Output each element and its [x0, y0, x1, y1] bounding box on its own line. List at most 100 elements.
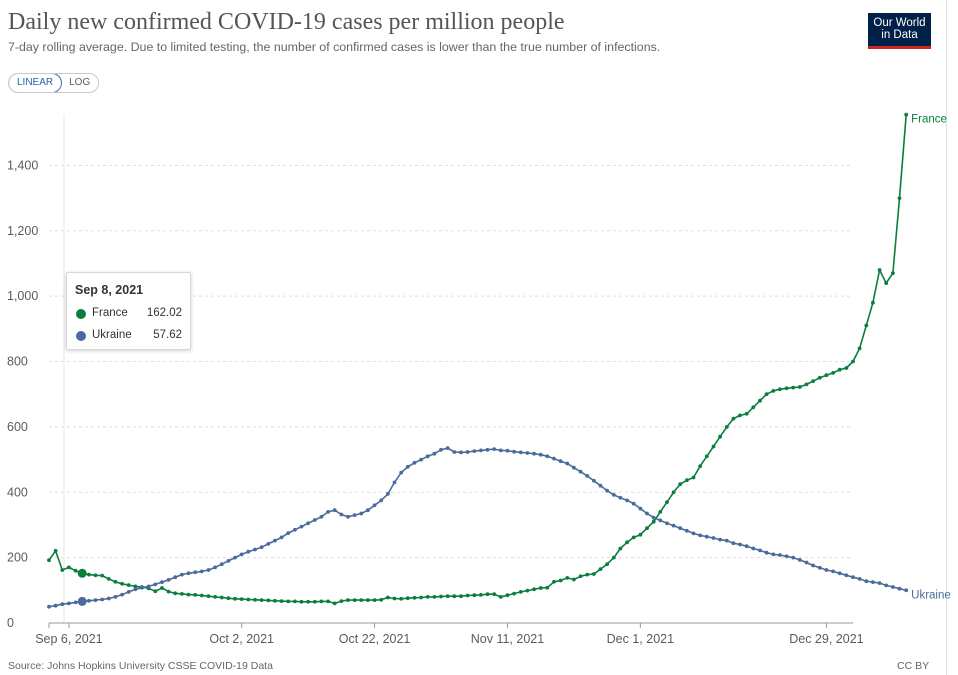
data-point-france [166, 589, 171, 594]
y-tick-label: 200 [7, 551, 28, 565]
data-point-ukraine [638, 506, 643, 511]
data-point-ukraine [412, 460, 417, 465]
log-scale-button[interactable]: LOG [69, 77, 91, 88]
data-point-ukraine [578, 469, 583, 474]
data-point-france [498, 595, 503, 599]
data-point-france [120, 581, 124, 586]
data-point-ukraine [598, 483, 603, 488]
chart-subtitle: 7-day rolling average. Due to limited te… [8, 40, 661, 54]
data-point-ukraine [60, 602, 65, 607]
data-point-france [113, 579, 118, 584]
data-point-ukraine [558, 459, 563, 464]
data-point-france [419, 595, 423, 600]
data-point-ukraine [386, 492, 390, 496]
license-note[interactable]: CC BY [897, 660, 930, 672]
data-point-ukraine [611, 493, 616, 497]
data-point-ukraine [199, 569, 204, 574]
highlight-point-france [77, 568, 87, 578]
data-point-france [452, 594, 457, 599]
series-line-ukraine [48, 447, 907, 608]
tooltip-row-ukraine: Ukraine 57.62 [75, 328, 182, 344]
data-point-ukraine [678, 526, 683, 531]
owid-logo[interactable]: Our World in Data [868, 13, 931, 49]
data-point-france [392, 596, 397, 601]
data-point-france [545, 585, 550, 590]
data-point-ukraine [592, 478, 596, 483]
data-point-france [565, 576, 570, 580]
y-tick-label: 800 [7, 355, 28, 369]
data-point-ukraine [851, 575, 855, 580]
data-point-ukraine [445, 446, 450, 450]
data-point-ukraine [306, 521, 310, 526]
data-point-ukraine [618, 495, 623, 500]
tooltip-series-value: 162.02 [146, 307, 182, 319]
x-tick-label: Oct 22, 2021 [339, 632, 411, 646]
data-point-ukraine [47, 604, 51, 609]
data-point-ukraine [239, 552, 244, 557]
data-point-france [293, 599, 297, 604]
data-point-ukraine [126, 590, 131, 594]
data-point-france [239, 597, 244, 601]
data-point-ukraine [246, 549, 251, 554]
data-point-ukraine [266, 542, 271, 546]
series-end-label: France [911, 114, 947, 126]
data-point-france [671, 490, 676, 495]
highlight-point-ukraine [77, 596, 87, 606]
data-point-france [326, 599, 330, 604]
data-point-ukraine [359, 511, 364, 516]
data-point-ukraine [419, 457, 423, 462]
data-point-france [67, 565, 71, 570]
x-tick-label: Dec 1, 2021 [607, 632, 674, 646]
data-point-france [904, 112, 909, 117]
data-point-france [518, 590, 523, 594]
data-point-ukraine [505, 448, 510, 453]
data-point-ukraine [605, 488, 609, 493]
data-point-france [811, 379, 815, 383]
data-point-ukraine [744, 544, 749, 549]
data-point-france [100, 573, 105, 578]
data-point-ukraine [87, 598, 91, 603]
data-point-ukraine [219, 562, 224, 567]
data-point-france [459, 594, 463, 599]
data-point-france [665, 500, 669, 504]
linear-scale-button[interactable]: LINEAR [9, 74, 63, 92]
x-tick-label: Sep 6, 2021 [35, 632, 102, 646]
tooltip-series-value: 57.62 [153, 329, 182, 341]
data-point-ukraine [492, 447, 497, 451]
data-point-ukraine [173, 575, 178, 580]
data-point-france [525, 588, 530, 593]
data-point-france [864, 323, 869, 328]
data-point-ukraine [312, 518, 317, 522]
data-point-ukraine [399, 470, 404, 475]
data-point-ukraine [804, 560, 809, 565]
data-point-france [532, 587, 536, 592]
source-note[interactable]: Source: Johns Hopkins University CSSE CO… [8, 660, 273, 672]
data-point-ukraine [106, 596, 111, 601]
data-point-ukraine [625, 498, 629, 503]
data-point-ukraine [691, 531, 696, 536]
data-point-france [884, 281, 889, 285]
data-point-ukraine [160, 580, 164, 584]
logo-line-2: in Data [881, 29, 918, 41]
data-point-ukraine [731, 541, 736, 546]
data-point-france [718, 434, 722, 439]
data-point-ukraine [532, 451, 536, 456]
data-point-ukraine [372, 503, 377, 508]
data-point-france [286, 599, 291, 604]
ukraine-legend-dot [76, 331, 86, 341]
data-point-ukraine [326, 510, 330, 514]
data-point-france [412, 595, 417, 600]
data-point-ukraine [339, 512, 344, 517]
series-line-france [48, 114, 907, 605]
data-point-ukraine [771, 552, 776, 557]
data-point-france [259, 598, 264, 602]
data-point-france [485, 592, 490, 597]
data-point-ukraine [877, 581, 882, 585]
data-point-ukraine [206, 568, 211, 572]
data-point-france [93, 573, 98, 578]
data-point-ukraine [764, 550, 769, 555]
data-point-france [206, 594, 211, 599]
data-point-ukraine [226, 559, 231, 563]
data-point-france [366, 598, 370, 602]
